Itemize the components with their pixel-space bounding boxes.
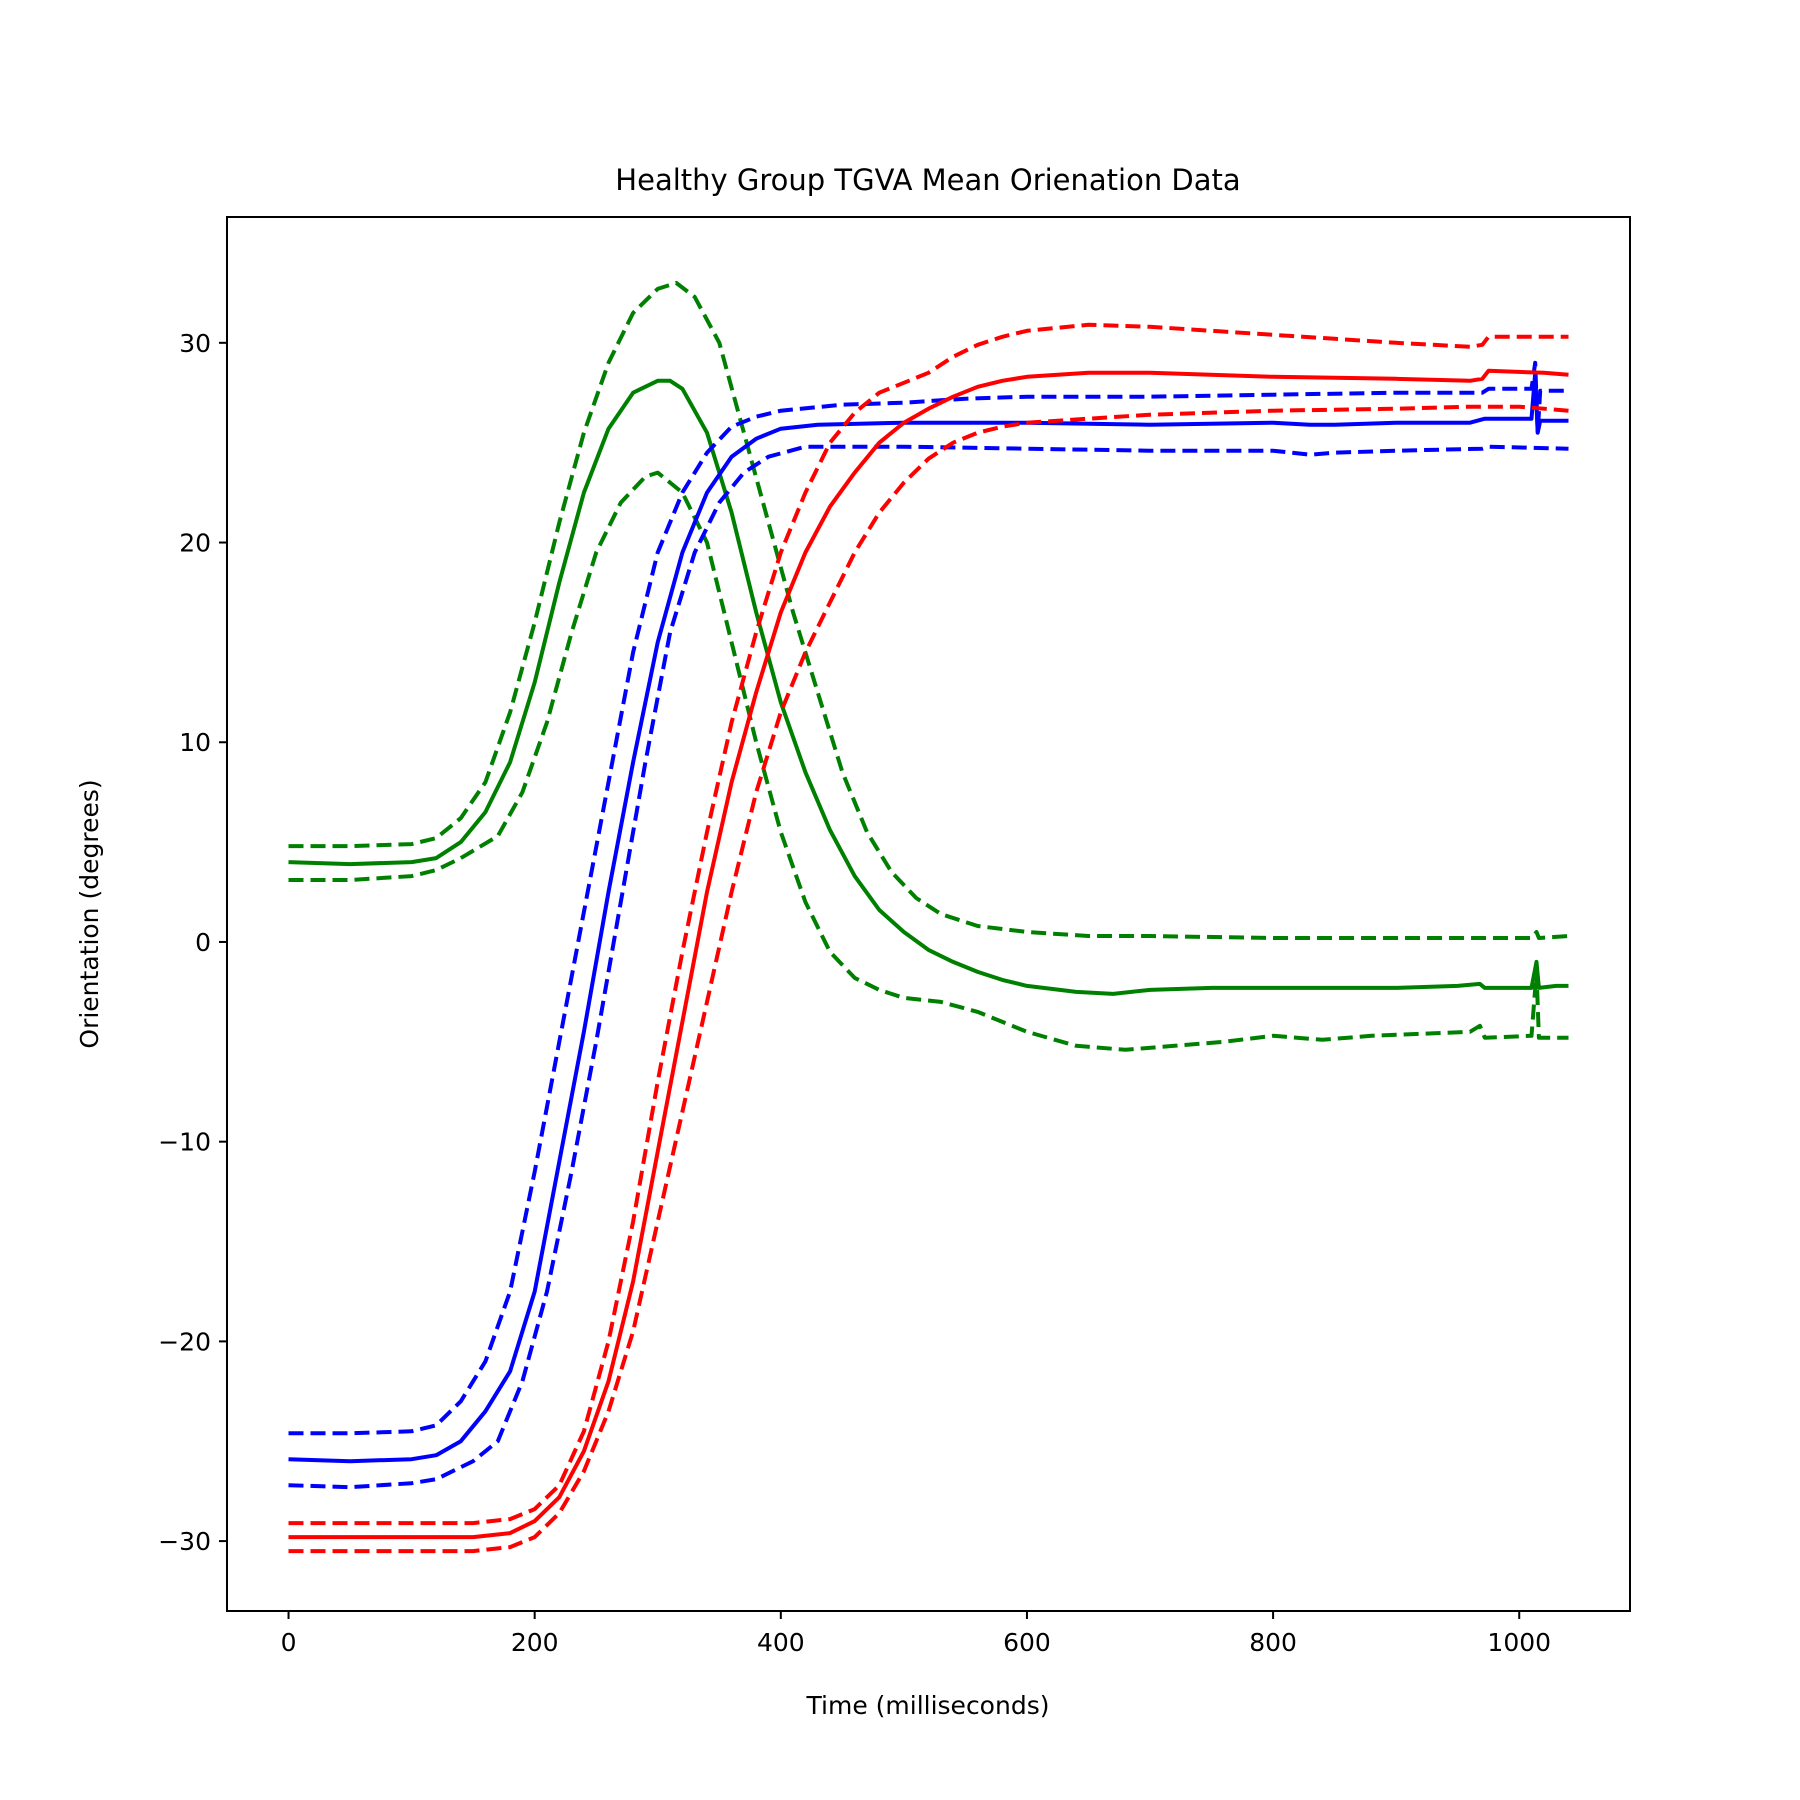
- chart-title: Healthy Group TGVA Mean Orienation Data: [615, 163, 1240, 197]
- y-axis-label: Orientation (degrees): [75, 779, 104, 1048]
- x-tick-label: 600: [1003, 1628, 1051, 1657]
- series-line-dashed-4: [288, 360, 1569, 1436]
- y-axis-ticks: −30 −20 −10 0 10 20 30: [158, 329, 227, 1556]
- y-tick-label: 20: [179, 529, 211, 558]
- x-tick-label: 0: [281, 1628, 297, 1657]
- y-tick-label: −30: [158, 1527, 211, 1556]
- series-line-solid-0: [288, 378, 1569, 996]
- series-line-dashed-7: [288, 322, 1569, 1526]
- y-tick-label: 10: [179, 728, 211, 757]
- series-line-solid-3: [288, 370, 1569, 1464]
- series-line-dashed-1: [288, 280, 1569, 940]
- y-tick-label: 0: [195, 928, 211, 957]
- x-axis-label: Time (milliseconds): [806, 1691, 1050, 1720]
- x-tick-label: 1000: [1487, 1628, 1551, 1657]
- x-tick-label: 200: [511, 1628, 559, 1657]
- series-line-solid-6: [288, 368, 1569, 1540]
- x-tick-label: 400: [757, 1628, 805, 1657]
- series-line-dashed-2: [288, 470, 1569, 1052]
- x-axis-ticks: 0 200 400 600 800 1000: [281, 1611, 1551, 1657]
- axes-frame: [226, 216, 1631, 1612]
- y-tick-label: −20: [158, 1327, 211, 1356]
- series-line-dashed-5: [288, 444, 1569, 1490]
- y-tick-label: 30: [179, 329, 211, 358]
- y-tick-label: −10: [158, 1128, 211, 1157]
- plot-lines: [288, 280, 1569, 1554]
- x-tick-label: 800: [1249, 1628, 1297, 1657]
